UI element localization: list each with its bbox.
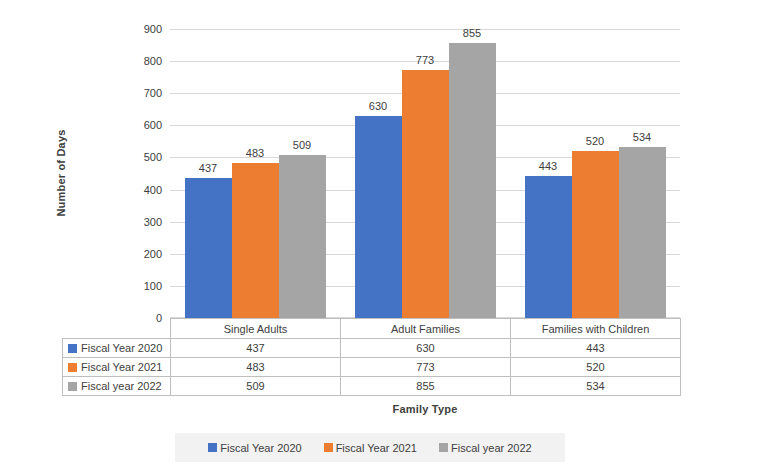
bar-fiscal-year-2020-families-with-children [525, 176, 572, 318]
bar-value-label: 855 [442, 26, 502, 40]
table-header-cell: Adult Families [340, 318, 511, 339]
y-axis-tick-label: 500 [120, 150, 162, 164]
table-value-cell: 534 [510, 376, 681, 396]
table-series-name-cell: Fiscal Year 2021 [62, 357, 171, 377]
table-value-cell: 483 [170, 357, 341, 377]
y-axis-tick-label: 600 [120, 118, 162, 132]
bar-value-label: 773 [395, 53, 455, 67]
fiscal-year-2020-swatch-icon [68, 344, 77, 353]
table-series-name-cell: Fiscal Year 2020 [62, 338, 171, 358]
table-value-cell: 520 [510, 357, 681, 377]
bar-fiscal-year-2022-families-with-children [619, 147, 666, 318]
legend-label: Fiscal Year 2020 [220, 442, 301, 454]
x-axis-title: Family Type [170, 403, 680, 418]
bar-fiscal-year-2020-adult-families [355, 116, 402, 318]
fiscal-year-2022-swatch-icon [68, 382, 77, 391]
legend-swatch-icon [208, 443, 217, 452]
y-axis-tick-label: 900 [120, 22, 162, 36]
legend-swatch-icon [324, 443, 333, 452]
y-axis-tick-label: 200 [120, 247, 162, 261]
bar-value-label: 509 [272, 138, 332, 152]
table-series-name: Fiscal Year 2020 [63, 339, 170, 357]
legend: Fiscal Year 2020 Fiscal Year 2021 Fiscal y… [175, 433, 565, 462]
table-series-name: Fiscal year 2022 [63, 377, 170, 395]
bar-fiscal-year-2021-adult-families [402, 70, 449, 318]
gridline [170, 29, 680, 30]
y-axis-tick-label: 100 [120, 279, 162, 293]
y-axis-tick-label: 700 [120, 86, 162, 100]
bar-fiscal-year-2021-families-with-children [572, 151, 619, 318]
table-value-cell: 630 [340, 338, 511, 358]
y-axis-title: Number of Days [55, 73, 69, 273]
bar-value-label: 630 [348, 99, 408, 113]
table-value-cell: 855 [340, 376, 511, 396]
fiscal-year-2021-swatch-icon [68, 363, 77, 372]
bar-value-label: 534 [612, 130, 672, 144]
bar-value-label: 437 [178, 161, 238, 175]
bar-fiscal-year-2022-adult-families [449, 43, 496, 318]
chart-canvas: Number of Days 4374835096307738554435205… [0, 0, 768, 471]
legend-item-fiscal-year-2021: Fiscal Year 2021 [324, 442, 417, 454]
legend-swatch-icon [439, 443, 448, 452]
legend-label: Fiscal Year 2021 [336, 442, 417, 454]
table-series-name-cell: Fiscal year 2022 [62, 376, 171, 396]
table-value-cell: 773 [340, 357, 511, 377]
data-table: Single AdultsAdult FamiliesFamilies with… [62, 318, 681, 396]
y-axis-tick-label: 0 [120, 311, 162, 325]
bar-fiscal-year-2022-single-adults [279, 155, 326, 318]
table-value-cell: 443 [510, 338, 681, 358]
bar-value-label: 443 [518, 159, 578, 173]
table-header-cell: Single Adults [170, 318, 341, 339]
y-axis-tick-label: 400 [120, 183, 162, 197]
y-axis-tick-label: 800 [120, 54, 162, 68]
legend-item-fiscal-year-2020: Fiscal Year 2020 [208, 442, 301, 454]
table-value-cell: 509 [170, 376, 341, 396]
bar-fiscal-year-2021-single-adults [232, 163, 279, 318]
legend-item-fiscal-year-2022: Fiscal year 2022 [439, 442, 532, 454]
plot-area: 437483509630773855443520534 [170, 29, 680, 318]
table-header-cell: Families with Children [510, 318, 681, 339]
bar-fiscal-year-2020-single-adults [185, 178, 232, 318]
legend-label: Fiscal year 2022 [451, 442, 532, 454]
y-axis-tick-label: 300 [120, 215, 162, 229]
table-series-name: Fiscal Year 2021 [63, 358, 170, 376]
table-value-cell: 437 [170, 338, 341, 358]
